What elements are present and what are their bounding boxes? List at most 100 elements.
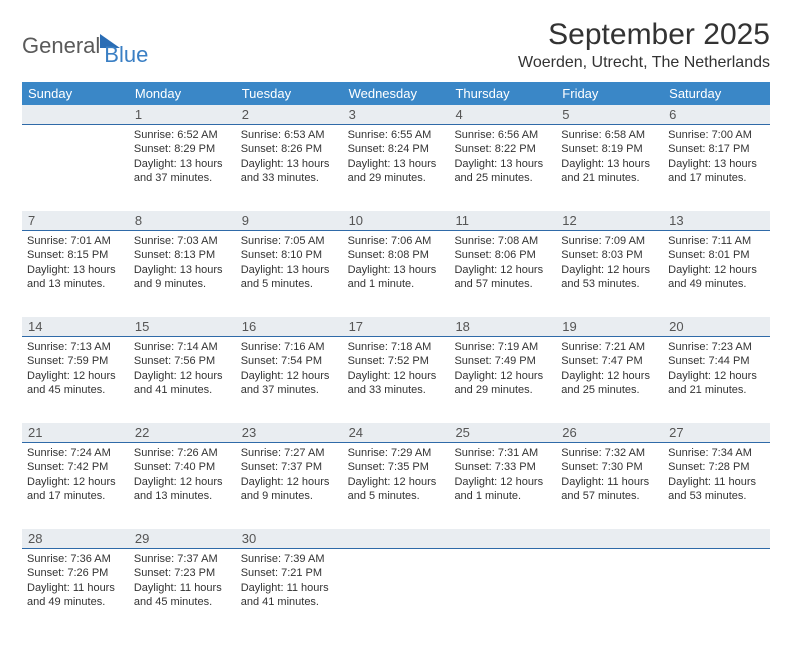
sunrise-text: Sunrise: 7:26 AM: [134, 446, 231, 460]
day-cell: Sunrise: 7:24 AMSunset: 7:42 PMDaylight:…: [22, 443, 129, 529]
week-row: Sunrise: 7:36 AMSunset: 7:26 PMDaylight:…: [22, 549, 770, 635]
sunrise-text: Sunrise: 7:27 AM: [241, 446, 338, 460]
day-number: 25: [449, 423, 556, 442]
day-number: 14: [22, 317, 129, 336]
day-number: 22: [129, 423, 236, 442]
daylight-text: Daylight: 11 hours and 41 minutes.: [241, 581, 338, 610]
daylight-text: Daylight: 11 hours and 57 minutes.: [561, 475, 658, 504]
day-cell: Sunrise: 7:06 AMSunset: 8:08 PMDaylight:…: [343, 231, 450, 317]
daylight-text: Daylight: 12 hours and 5 minutes.: [348, 475, 445, 504]
day-number: 1: [129, 105, 236, 124]
day-cell: Sunrise: 6:55 AMSunset: 8:24 PMDaylight:…: [343, 125, 450, 211]
sunset-text: Sunset: 7:49 PM: [454, 354, 551, 368]
day-cell: Sunrise: 7:16 AMSunset: 7:54 PMDaylight:…: [236, 337, 343, 423]
day-cell: Sunrise: 7:23 AMSunset: 7:44 PMDaylight:…: [663, 337, 770, 423]
day-cell: Sunrise: 7:36 AMSunset: 7:26 PMDaylight:…: [22, 549, 129, 635]
day-cell: Sunrise: 7:01 AMSunset: 8:15 PMDaylight:…: [22, 231, 129, 317]
sunset-text: Sunset: 7:30 PM: [561, 460, 658, 474]
sunset-text: Sunset: 8:01 PM: [668, 248, 765, 262]
sunrise-text: Sunrise: 7:06 AM: [348, 234, 445, 248]
daylight-text: Daylight: 12 hours and 33 minutes.: [348, 369, 445, 398]
daylight-text: Daylight: 12 hours and 37 minutes.: [241, 369, 338, 398]
day-cell: Sunrise: 7:19 AMSunset: 7:49 PMDaylight:…: [449, 337, 556, 423]
day-number: 19: [556, 317, 663, 336]
sunset-text: Sunset: 7:21 PM: [241, 566, 338, 580]
day-number: 20: [663, 317, 770, 336]
daylight-text: Daylight: 12 hours and 45 minutes.: [27, 369, 124, 398]
day-number: 9: [236, 211, 343, 230]
sunrise-text: Sunrise: 7:32 AM: [561, 446, 658, 460]
day-cell: Sunrise: 6:58 AMSunset: 8:19 PMDaylight:…: [556, 125, 663, 211]
day-cell: [343, 549, 450, 635]
sunrise-text: Sunrise: 7:37 AM: [134, 552, 231, 566]
daylight-text: Daylight: 12 hours and 13 minutes.: [134, 475, 231, 504]
day-number: 18: [449, 317, 556, 336]
daylight-text: Daylight: 13 hours and 25 minutes.: [454, 157, 551, 186]
day-number: 11: [449, 211, 556, 230]
sunrise-text: Sunrise: 7:19 AM: [454, 340, 551, 354]
day-number: 17: [343, 317, 450, 336]
sunset-text: Sunset: 8:13 PM: [134, 248, 231, 262]
sunrise-text: Sunrise: 7:01 AM: [27, 234, 124, 248]
sunset-text: Sunset: 8:10 PM: [241, 248, 338, 262]
day-number: [449, 529, 556, 548]
day-number: 27: [663, 423, 770, 442]
sunrise-text: Sunrise: 6:58 AM: [561, 128, 658, 142]
day-cell: Sunrise: 6:52 AMSunset: 8:29 PMDaylight:…: [129, 125, 236, 211]
day-cell: Sunrise: 7:11 AMSunset: 8:01 PMDaylight:…: [663, 231, 770, 317]
day-cell: Sunrise: 7:00 AMSunset: 8:17 PMDaylight:…: [663, 125, 770, 211]
sunset-text: Sunset: 7:47 PM: [561, 354, 658, 368]
daylight-text: Daylight: 12 hours and 17 minutes.: [27, 475, 124, 504]
sunrise-text: Sunrise: 7:13 AM: [27, 340, 124, 354]
sunrise-text: Sunrise: 7:11 AM: [668, 234, 765, 248]
sunrise-text: Sunrise: 6:52 AM: [134, 128, 231, 142]
day-cell: Sunrise: 7:37 AMSunset: 7:23 PMDaylight:…: [129, 549, 236, 635]
day-cell: [22, 125, 129, 211]
header: General Blue September 2025 Woerden, Utr…: [22, 18, 770, 72]
daylight-text: Daylight: 12 hours and 9 minutes.: [241, 475, 338, 504]
daylight-text: Daylight: 13 hours and 37 minutes.: [134, 157, 231, 186]
day-cell: Sunrise: 7:27 AMSunset: 7:37 PMDaylight:…: [236, 443, 343, 529]
day-number-row: 21222324252627: [22, 423, 770, 443]
day-cell: Sunrise: 6:56 AMSunset: 8:22 PMDaylight:…: [449, 125, 556, 211]
day-cell: Sunrise: 7:32 AMSunset: 7:30 PMDaylight:…: [556, 443, 663, 529]
day-number-row: 123456: [22, 105, 770, 125]
day-cell: Sunrise: 7:26 AMSunset: 7:40 PMDaylight:…: [129, 443, 236, 529]
day-cell: Sunrise: 7:39 AMSunset: 7:21 PMDaylight:…: [236, 549, 343, 635]
daylight-text: Daylight: 13 hours and 9 minutes.: [134, 263, 231, 292]
week-row: Sunrise: 7:01 AMSunset: 8:15 PMDaylight:…: [22, 231, 770, 317]
day-cell: [663, 549, 770, 635]
sunset-text: Sunset: 7:23 PM: [134, 566, 231, 580]
logo-text-general: General: [22, 33, 100, 59]
daylight-text: Daylight: 13 hours and 29 minutes.: [348, 157, 445, 186]
day-number: 26: [556, 423, 663, 442]
day-cell: Sunrise: 7:14 AMSunset: 7:56 PMDaylight:…: [129, 337, 236, 423]
sunrise-text: Sunrise: 7:05 AM: [241, 234, 338, 248]
sunrise-text: Sunrise: 7:29 AM: [348, 446, 445, 460]
sunrise-text: Sunrise: 7:36 AM: [27, 552, 124, 566]
day-number: 2: [236, 105, 343, 124]
daylight-text: Daylight: 13 hours and 1 minute.: [348, 263, 445, 292]
sunset-text: Sunset: 7:37 PM: [241, 460, 338, 474]
day-number: 7: [22, 211, 129, 230]
week-row: Sunrise: 7:13 AMSunset: 7:59 PMDaylight:…: [22, 337, 770, 423]
day-cell: Sunrise: 7:18 AMSunset: 7:52 PMDaylight:…: [343, 337, 450, 423]
sunset-text: Sunset: 8:08 PM: [348, 248, 445, 262]
sunrise-text: Sunrise: 7:14 AM: [134, 340, 231, 354]
sunset-text: Sunset: 7:54 PM: [241, 354, 338, 368]
daylight-text: Daylight: 13 hours and 21 minutes.: [561, 157, 658, 186]
sunset-text: Sunset: 7:35 PM: [348, 460, 445, 474]
sunset-text: Sunset: 7:56 PM: [134, 354, 231, 368]
day-number: 6: [663, 105, 770, 124]
day-number: [22, 105, 129, 124]
sunrise-text: Sunrise: 7:39 AM: [241, 552, 338, 566]
sunset-text: Sunset: 7:52 PM: [348, 354, 445, 368]
sunrise-text: Sunrise: 7:16 AM: [241, 340, 338, 354]
sunrise-text: Sunrise: 7:09 AM: [561, 234, 658, 248]
day-cell: Sunrise: 7:09 AMSunset: 8:03 PMDaylight:…: [556, 231, 663, 317]
daylight-text: Daylight: 12 hours and 25 minutes.: [561, 369, 658, 398]
sunrise-text: Sunrise: 6:56 AM: [454, 128, 551, 142]
day-header: Tuesday: [236, 82, 343, 105]
page-title: September 2025: [518, 18, 770, 52]
day-header: Sunday: [22, 82, 129, 105]
